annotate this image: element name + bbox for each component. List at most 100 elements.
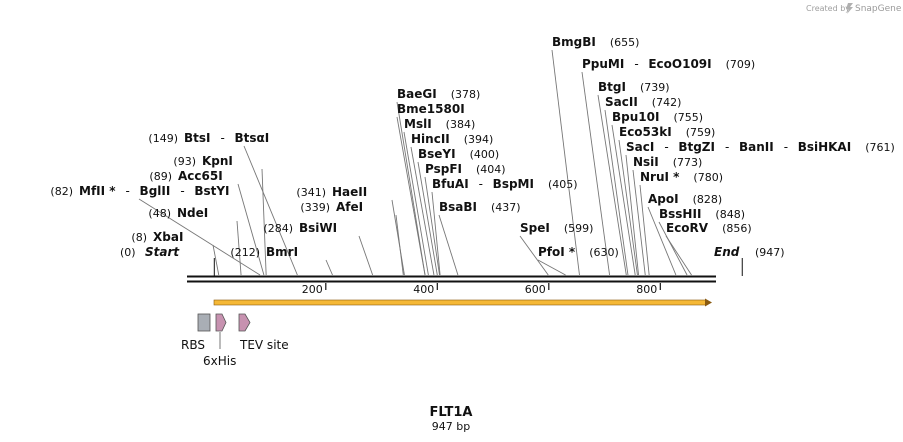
site-pos-spei: (599) bbox=[564, 222, 594, 235]
leader-nsii bbox=[632, 169, 646, 276]
leader-sacii bbox=[604, 109, 629, 276]
enzyme-bspmi: BspMI bbox=[493, 177, 534, 191]
site-bmgbi[interactable]: BmgBI (655) bbox=[552, 35, 639, 49]
6xhis-shape bbox=[215, 313, 227, 332]
site-hincii[interactable]: HincII (394) bbox=[411, 132, 493, 146]
enzyme-afei: AfeI bbox=[336, 200, 363, 214]
site-pspfi[interactable]: PspFI (404) bbox=[425, 162, 506, 176]
site-pos-bsshii: (848) bbox=[715, 208, 745, 221]
site-spei[interactable]: SpeI (599) bbox=[520, 221, 593, 235]
site-bsiwi[interactable]: (284) BsiWI bbox=[263, 221, 337, 235]
leader-ppumi bbox=[581, 71, 611, 276]
enzyme-bsihkai: BsiHKAI bbox=[798, 140, 852, 154]
site-pos-bmgbi: (655) bbox=[610, 36, 640, 49]
enzyme-apoi: ApoI bbox=[648, 192, 679, 206]
site-msli[interactable]: MslI (384) bbox=[404, 117, 475, 131]
site-saci[interactable]: SacI - BtgZI - BanII - BsiHKAI (761) bbox=[626, 140, 895, 154]
leader-mfii bbox=[138, 198, 261, 276]
leader-bfuai bbox=[431, 191, 441, 276]
enzyme-ndei: NdeI bbox=[177, 206, 208, 220]
feature-tev-site[interactable] bbox=[238, 313, 251, 332]
site-haeii[interactable]: (341) HaeII bbox=[296, 185, 367, 199]
enzyme-pspfi: PspFI bbox=[425, 162, 462, 176]
site-bsshii[interactable]: BssHII (848) bbox=[659, 207, 745, 221]
enzyme-bglii: BglII bbox=[140, 184, 171, 198]
site-bmri[interactable]: (212) BmrI bbox=[230, 245, 298, 259]
start-pos: (0) bbox=[120, 246, 136, 259]
leader-kpni bbox=[261, 168, 267, 276]
site-ndei[interactable]: (48) NdeI bbox=[148, 206, 208, 220]
ruler-label-600: 600 bbox=[525, 283, 546, 296]
site-sacii[interactable]: SacII (742) bbox=[605, 95, 681, 109]
enzyme-btgi: BtgI bbox=[598, 80, 626, 94]
site-afei[interactable]: (339) AfeI bbox=[300, 200, 363, 214]
site-pos-bfuai: (405) bbox=[548, 178, 578, 191]
enzyme-haeii: HaeII bbox=[332, 185, 367, 199]
site-nsii[interactable]: NsiI (773) bbox=[633, 155, 702, 169]
enzyme-btgzi: BtgZI bbox=[678, 140, 715, 154]
site-btsi[interactable]: (149) BtsI - BtsαI bbox=[148, 131, 269, 145]
site-kpni[interactable]: (93) KpnI bbox=[173, 154, 233, 168]
enzyme-msli: MslI bbox=[404, 117, 432, 131]
leader-haeii bbox=[391, 199, 405, 276]
site-pos-pspfi: (404) bbox=[476, 163, 506, 176]
leader-bmri bbox=[325, 259, 333, 276]
site-acc65i[interactable]: (89) Acc65I bbox=[149, 169, 222, 183]
site-pos-btgi: (739) bbox=[640, 81, 670, 94]
feature-6xhis[interactable] bbox=[215, 313, 227, 349]
site-pos-acc65i: (89) bbox=[149, 170, 172, 183]
feature-label-6xhis: 6xHis bbox=[203, 354, 236, 368]
cut-site-labels: (0) Start End (947) (8) XbaI (48) NdeI (82) MfII … bbox=[50, 35, 894, 259]
feature-rbs[interactable] bbox=[197, 313, 211, 332]
enzyme-mfii: MfII * bbox=[79, 184, 116, 198]
site-nrui[interactable]: NruI * (780) bbox=[640, 170, 723, 184]
site-pos-pfoi: (630) bbox=[589, 246, 619, 259]
snapgene-logo-icon bbox=[846, 3, 853, 14]
leader-bme1580i bbox=[396, 116, 426, 276]
leader-msli bbox=[403, 131, 429, 276]
site-sep: - bbox=[479, 177, 483, 191]
site-bsabi[interactable]: BsaBI (437) bbox=[439, 200, 521, 214]
enzyme-btsi: BtsI bbox=[184, 131, 211, 145]
cut-site-leaders bbox=[138, 49, 743, 276]
leader-bsshii bbox=[658, 221, 688, 276]
site-bseyi[interactable]: BseYI (400) bbox=[418, 147, 499, 161]
site-pos-bsabi: (437) bbox=[491, 201, 521, 214]
site-bme1580i[interactable]: Bme1580I bbox=[397, 102, 465, 116]
site-baegi[interactable]: BaeGI (378) bbox=[397, 87, 480, 101]
enzyme-baegi: BaeGI bbox=[397, 87, 437, 101]
site-eco53ki[interactable]: Eco53kI (759) bbox=[619, 125, 715, 139]
leader-nrui bbox=[639, 184, 650, 276]
site-pfoi[interactable]: PfoI * (630) bbox=[538, 245, 619, 259]
leader-hincii bbox=[410, 146, 435, 276]
site-pos-bmri: (212) bbox=[230, 246, 260, 259]
site-apoi[interactable]: ApoI (828) bbox=[648, 192, 722, 206]
site-ppumi[interactable]: PpuMI - EcoO109I (709) bbox=[582, 57, 755, 71]
site-pos-hincii: (394) bbox=[464, 133, 494, 146]
leader-spei bbox=[519, 235, 549, 276]
site-mfii[interactable]: (82) MfII * - BglII - BstYI bbox=[50, 184, 229, 198]
site-bfuai[interactable]: BfuAI - BspMI (405) bbox=[432, 177, 578, 191]
site-btgi[interactable]: BtgI (739) bbox=[598, 80, 670, 94]
leader-acc65i bbox=[237, 183, 265, 276]
site-pos-baegi: (378) bbox=[451, 88, 481, 101]
enzyme-bmri: BmrI bbox=[266, 245, 298, 259]
enzyme-bpu10i: Bpu10I bbox=[612, 110, 659, 124]
site-ecorv[interactable]: EcoRV (856) bbox=[666, 221, 752, 235]
site-bpu10i[interactable]: Bpu10I (755) bbox=[612, 110, 703, 124]
ruler-label-800: 800 bbox=[636, 283, 657, 296]
site-pos-eco53ki: (759) bbox=[686, 126, 716, 139]
sequence-length: 947 bp bbox=[432, 420, 470, 433]
site-pos-bseyi: (400) bbox=[470, 148, 500, 161]
site-sep: - bbox=[221, 131, 225, 145]
leader-ecorv bbox=[665, 235, 692, 276]
enzyme-bseyi: BseYI bbox=[418, 147, 456, 161]
site-pos-xbai: (8) bbox=[131, 231, 147, 244]
site-sep: - bbox=[180, 184, 184, 198]
leader-bmgbi bbox=[551, 49, 580, 276]
ruler-label-400: 400 bbox=[413, 283, 434, 296]
site-xbai[interactable]: (8) XbaI bbox=[131, 230, 183, 244]
enzyme-bmgbi: BmgBI bbox=[552, 35, 596, 49]
ruler-label-200: 200 bbox=[302, 283, 323, 296]
leader-bseyi bbox=[417, 161, 438, 276]
